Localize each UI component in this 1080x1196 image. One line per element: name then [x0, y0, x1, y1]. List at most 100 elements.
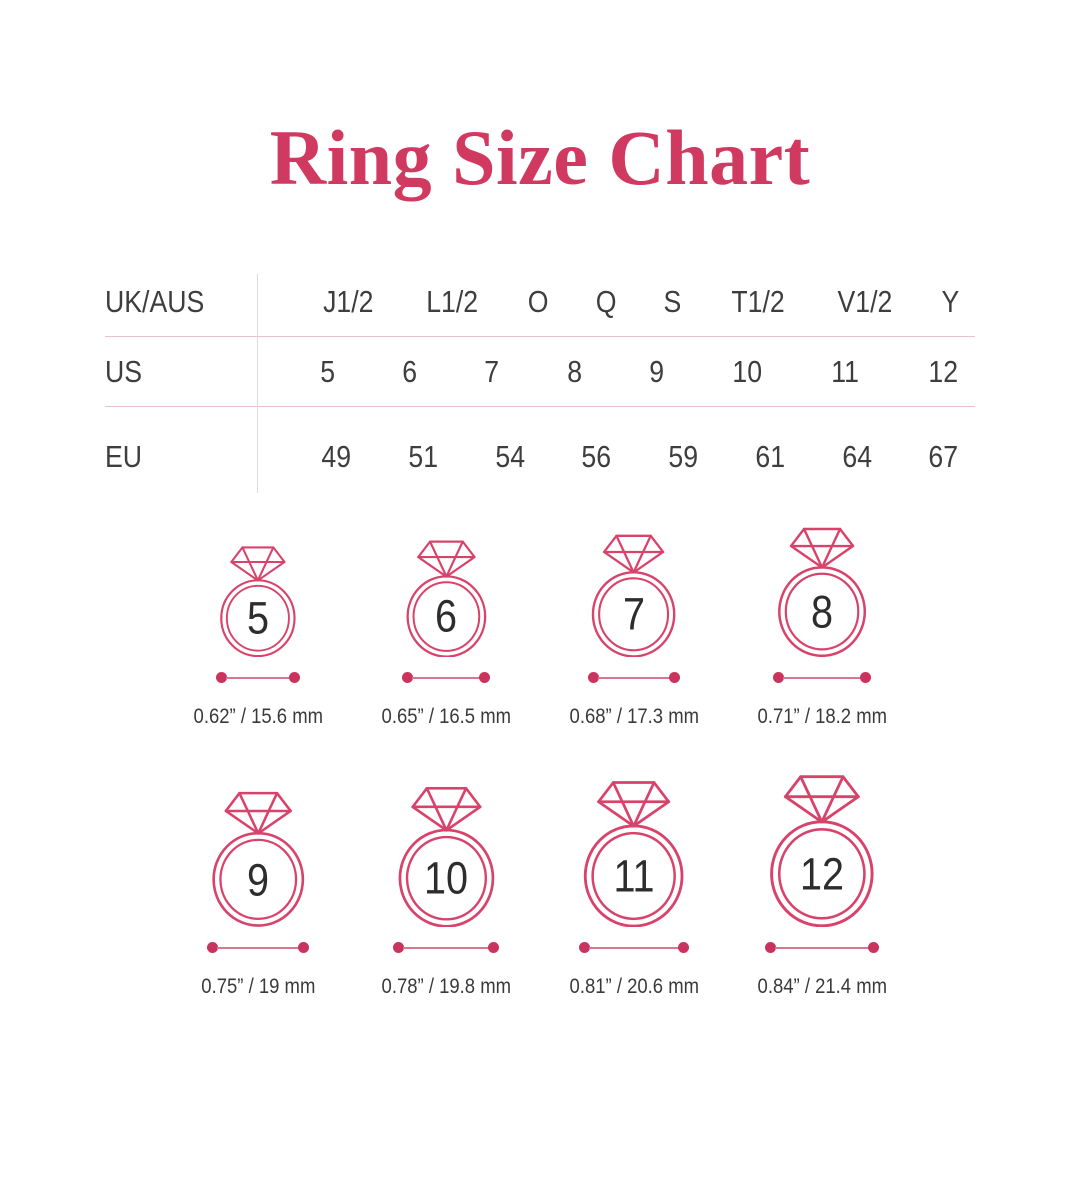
table-cell: J1/2	[323, 284, 374, 320]
table-cell: V1/2	[837, 284, 892, 320]
measure-line	[774, 947, 870, 949]
ring-card-us10: 10 0.78” / 19.8 mm	[352, 784, 540, 999]
measure-line	[783, 677, 861, 679]
diameter-label: 0.68” / 17.3 mm	[569, 704, 699, 729]
table-cell: 11	[831, 353, 860, 389]
measure-line	[217, 947, 299, 949]
ring-size-number: 5	[246, 592, 269, 644]
measure-dot-left	[587, 672, 599, 684]
table-cell: S	[663, 284, 682, 320]
row-label-eu: EU	[105, 439, 143, 475]
measure-dot-right	[487, 942, 499, 954]
ring-icon: 8	[772, 525, 872, 658]
measure-dot-left	[764, 942, 776, 954]
diameter-measure	[773, 672, 871, 684]
diameter-label: 0.62” / 15.6 mm	[193, 704, 323, 729]
row-values-eu: 49 51 54 56 59 61 64 67	[257, 439, 975, 475]
measure-dot-right	[479, 672, 491, 684]
ring-size-number: 12	[799, 848, 845, 900]
row-values-us: 5 6 7 8 9 10 11 12	[257, 354, 975, 390]
ring-icon: 7	[586, 532, 681, 658]
diameter-measure	[216, 672, 300, 684]
ring-size-number: 7	[622, 588, 646, 640]
ring-card-us9: 9 0.75” / 19 mm	[164, 789, 352, 999]
measure-dot-left	[579, 942, 591, 954]
ring-size-number: 11	[613, 850, 655, 902]
table-cell: O	[527, 284, 549, 320]
row-label-uk-aus: UK/AUS	[105, 284, 205, 320]
row-values-uk-aus: J1/2 L1/2 O Q S T1/2 V1/2 Y	[257, 284, 975, 320]
table-cell: 51	[408, 439, 438, 475]
table-cell: 67	[928, 439, 959, 475]
diameter-label: 0.84” / 21.4 mm	[757, 974, 887, 999]
table-row-uk-aus: UK/AUS J1/2 L1/2 O Q S T1/2 V1/2 Y	[105, 268, 975, 338]
table-cell: 10	[732, 353, 763, 389]
table-cell: Q	[595, 284, 617, 320]
ring-icon: 6	[401, 538, 492, 658]
ring-card-us8: 8 0.71” / 18.2 mm	[728, 525, 916, 729]
size-table: UK/AUS J1/2 L1/2 O Q S T1/2 V1/2 Y US 5 …	[105, 268, 975, 507]
diameter-label: 0.75” / 19 mm	[200, 974, 316, 999]
table-cell: 54	[494, 439, 525, 475]
table-cell: 7	[484, 353, 500, 389]
diameter-measure	[401, 672, 491, 684]
ring-size-number: 6	[434, 590, 457, 642]
table-cell: 8	[566, 353, 582, 389]
ring-card-us11: 11 0.81” / 20.6 mm	[540, 778, 728, 999]
diameter-measure	[393, 942, 499, 954]
ring-size-number: 10	[423, 852, 469, 904]
table-column-divider	[257, 274, 258, 494]
measure-dot-right	[297, 942, 309, 954]
measure-dot-right	[859, 672, 871, 684]
measure-line	[589, 947, 679, 949]
ring-icon: 10	[392, 784, 501, 928]
ring-icon: 9	[206, 789, 311, 928]
ring-illustrations: 5 0.62” / 15.6 mm 6 0.65” / 16.5 mm 7	[0, 525, 1080, 999]
diameter-label: 0.81” / 20.6 mm	[569, 974, 699, 999]
table-cell: Y	[941, 284, 960, 320]
measure-dot-right	[868, 942, 880, 954]
diameter-measure	[587, 672, 681, 684]
diameter-measure	[579, 942, 689, 954]
measure-dot-right	[288, 672, 300, 684]
measure-dot-left	[401, 672, 413, 684]
measure-dot-left	[216, 672, 228, 684]
ring-icon: 5	[215, 544, 301, 658]
row-label-us: US	[105, 353, 143, 389]
ring-card-us5: 5 0.62” / 15.6 mm	[164, 544, 352, 729]
table-cell: 6	[402, 353, 418, 389]
ring-icon: 12	[763, 772, 881, 928]
diameter-measure	[764, 942, 880, 954]
ring-card-us6: 6 0.65” / 16.5 mm	[352, 538, 540, 729]
measure-dot-right	[669, 672, 681, 684]
table-cell: 12	[928, 353, 959, 389]
measure-line	[411, 677, 481, 679]
table-cell: 5	[320, 353, 336, 389]
ring-icon: 11	[577, 778, 690, 928]
diameter-label: 0.78” / 19.8 mm	[381, 974, 511, 999]
table-cell: L1/2	[425, 284, 478, 320]
measure-line	[403, 947, 489, 949]
table-row-us: US 5 6 7 8 9 10 11 12	[105, 337, 975, 408]
table-cell: T1/2	[730, 284, 785, 320]
table-row-eu: EU 49 51 54 56 59 61 64 67	[105, 407, 975, 507]
table-cell: 64	[842, 439, 872, 475]
table-cell: 9	[648, 353, 664, 389]
measure-dot-left	[773, 672, 785, 684]
measure-dot-left	[393, 942, 405, 954]
diameter-label: 0.65” / 16.5 mm	[381, 704, 511, 729]
page-title: Ring Size Chart	[269, 114, 811, 201]
table-cell: 56	[581, 439, 612, 475]
ring-card-us7: 7 0.68” / 17.3 mm	[540, 532, 728, 729]
ring-card-us12: 12 0.84” / 21.4 mm	[728, 772, 916, 999]
measure-line	[226, 677, 290, 679]
diameter-measure	[207, 942, 309, 954]
measure-line	[597, 677, 671, 679]
diameter-label: 0.71” / 18.2 mm	[757, 704, 887, 729]
table-cell: 59	[668, 439, 699, 475]
measure-dot-left	[207, 942, 219, 954]
measure-dot-right	[677, 942, 689, 954]
table-cell: 61	[755, 439, 785, 475]
ring-size-number: 9	[246, 854, 270, 906]
ring-size-number: 8	[810, 586, 834, 638]
